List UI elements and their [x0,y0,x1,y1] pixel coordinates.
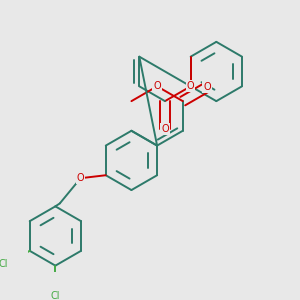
Text: O: O [187,81,194,91]
Text: Cl: Cl [0,259,8,269]
Text: O: O [153,81,161,91]
Text: O: O [77,173,84,183]
Text: O: O [203,82,211,92]
Text: O: O [161,124,169,134]
Text: Cl: Cl [51,290,60,300]
